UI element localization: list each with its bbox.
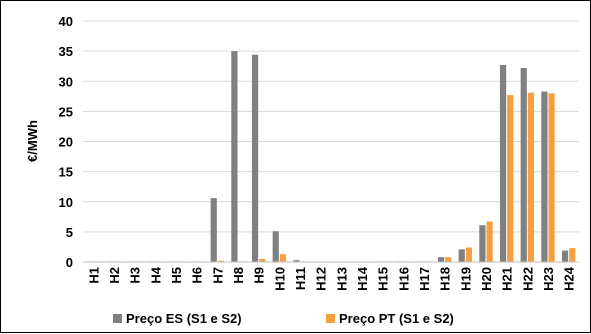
x-tick-label: H18 (438, 267, 453, 291)
bar-es (499, 64, 507, 262)
x-tick-label: H22 (520, 267, 535, 291)
x-tick-label: H16 (396, 267, 411, 291)
legend-swatch-pt (326, 314, 335, 323)
gridlines (83, 20, 579, 233)
x-tick-label: H9 (252, 267, 267, 284)
bar-pt (527, 92, 535, 262)
x-tick-label: H4 (148, 266, 163, 283)
y-tick-label: 10 (59, 195, 73, 210)
x-tick-label: H19 (458, 267, 473, 291)
bar-es (520, 67, 527, 263)
bar-pt (465, 247, 473, 262)
x-tick-label: H11 (293, 267, 308, 290)
x-tick-label: H3 (128, 267, 143, 284)
bar-es (251, 54, 259, 262)
x-tick-label: H1 (86, 267, 101, 284)
y-axis-label: €/MWh (25, 120, 40, 162)
bar-pt (279, 254, 287, 262)
x-tick-label: H20 (479, 267, 494, 291)
bar-pt (548, 93, 555, 262)
y-tick-label: 0 (66, 255, 73, 270)
bar-es (561, 250, 569, 262)
y-tick-label: 25 (59, 104, 73, 119)
x-tick-label: H6 (190, 267, 205, 284)
bar-pt (217, 260, 225, 262)
x-tick-label: H12 (314, 267, 329, 291)
x-tick-label: H2 (107, 267, 122, 284)
x-tick-label: H7 (210, 267, 225, 284)
x-tick-label: H8 (231, 267, 246, 284)
bar-pt (507, 95, 514, 262)
x-tick-label: H14 (355, 266, 370, 291)
bar-es (293, 260, 300, 262)
bar-es (541, 91, 548, 263)
bar-es (458, 249, 465, 262)
legend-label-pt: Preço PT (S1 e S2) (339, 311, 454, 326)
y-tick-label: 30 (59, 74, 73, 89)
y-tick-label: 35 (59, 44, 73, 59)
y-tick-label: 40 (59, 14, 73, 29)
bar-pt (486, 221, 493, 262)
x-tick-label: H21 (500, 267, 515, 291)
bar-es (210, 198, 217, 262)
bar-pt (259, 258, 266, 262)
x-tick-label: H24 (562, 266, 577, 291)
bar-es (272, 231, 279, 262)
bar-es (479, 225, 486, 262)
bar-es (231, 51, 238, 262)
y-axis-ticks: 0 5 10 15 20 25 30 35 40 (59, 14, 73, 270)
bar-pt (569, 248, 576, 262)
x-tick-label: H13 (334, 267, 349, 291)
bars (86, 51, 576, 263)
x-tick-label: H5 (169, 267, 184, 284)
legend-swatch-es (113, 314, 122, 323)
y-tick-label: 5 (66, 225, 73, 240)
y-tick-label: 15 (59, 165, 73, 180)
legend-label-es: Preço ES (S1 e S2) (126, 311, 242, 326)
bar-pt (445, 257, 452, 262)
x-tick-label: H23 (541, 267, 556, 291)
x-tick-label: H17 (417, 267, 432, 291)
x-axis-ticks: H1 H2 H3 H4 H5 H6 H7 H8 H9 H10 H11 H12 H13 H14 H15 H16 H… (86, 266, 576, 291)
x-tick-label: H10 (272, 267, 287, 291)
legend: Preço ES (S1 e S2) Preço PT (S1 e S2) (113, 311, 454, 326)
bar-es (437, 257, 445, 262)
x-tick-label: H15 (376, 267, 391, 291)
y-tick-label: 20 (59, 135, 73, 150)
